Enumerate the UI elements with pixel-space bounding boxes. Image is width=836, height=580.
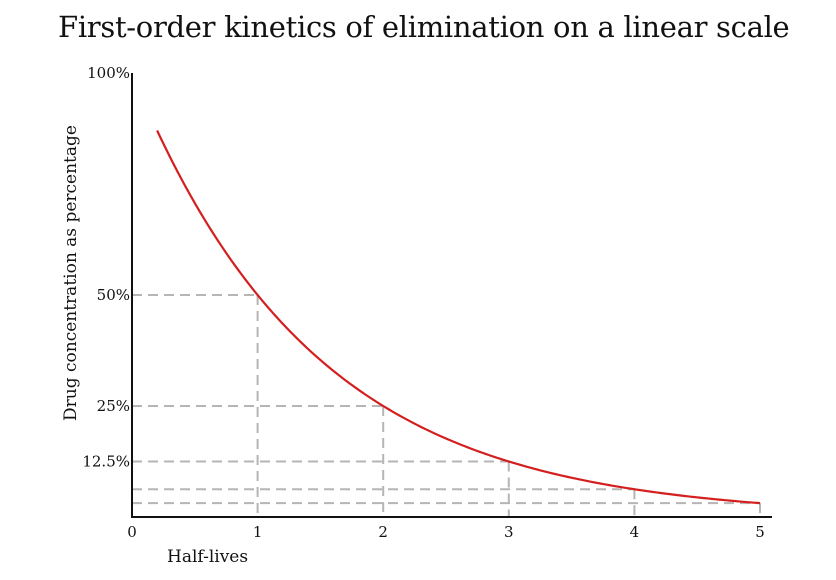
- x-tick-label: 3: [504, 523, 514, 541]
- chart-title: First-order kinetics of elimination on a…: [58, 10, 790, 44]
- y-tick-label: 50%: [97, 286, 130, 304]
- x-tick-label: 1: [253, 523, 263, 541]
- x-tick-labels: 0 1 2 3 4 5: [127, 523, 765, 541]
- y-tick-labels: 100% 50% 25% 12.5%: [82, 64, 130, 471]
- y-tick-label: 100%: [87, 64, 130, 82]
- series-layer: [156, 130, 761, 505]
- y-tick-label: 12.5%: [82, 453, 130, 471]
- series-line: [156, 130, 761, 505]
- x-tick-label: 5: [755, 523, 765, 541]
- y-tick-label: 25%: [97, 397, 130, 415]
- x-tick-label: 2: [378, 523, 388, 541]
- axes: [131, 73, 772, 518]
- x-tick-label: 0: [127, 523, 137, 541]
- y-axis-label: Drug concentration as percentage: [61, 125, 81, 421]
- x-tick-label: 4: [630, 523, 640, 541]
- guide-lines: [132, 294, 761, 517]
- x-axis-label: Half-lives: [167, 547, 248, 567]
